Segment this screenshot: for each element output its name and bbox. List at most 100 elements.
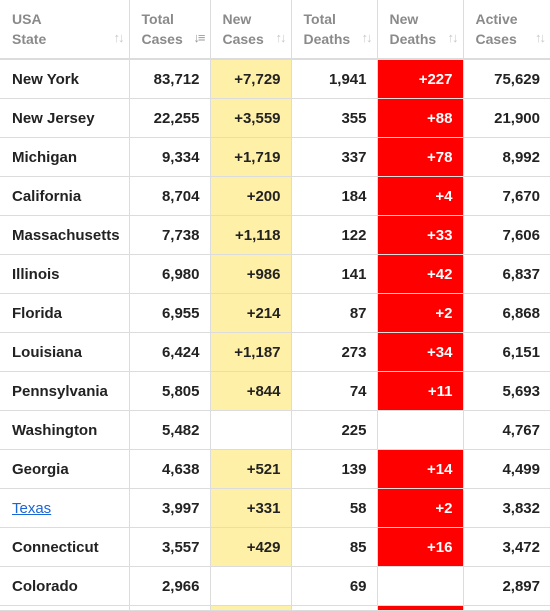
cell-state: Louisiana [0,332,130,372]
cell-state: Georgia [0,449,130,489]
cell-active-cases: 3,832 [462,488,550,528]
cell-total-cases: 83,712 [128,58,211,99]
cell-total-deaths: 122 [290,215,378,255]
cell-partial [128,605,211,611]
header-new-cases[interactable]: New Cases ↑↓ [209,0,292,60]
cell-state: Florida [0,293,130,333]
header-label-line2: Deaths [303,31,351,47]
cell-state: Pennsylvania [0,371,130,411]
table-row: Massachusetts 7,738 +1,118 122 +33 7,606 [0,215,550,255]
cell-state: New York [0,58,130,99]
sort-icon[interactable]: ↑↓ [113,30,125,45]
cell-total-cases: 6,955 [128,293,211,333]
header-state[interactable]: USA State ↑↓ [0,0,130,60]
cell-active-cases: 2,897 [462,566,550,606]
cell-state: Colorado [0,566,130,606]
table-row: Michigan 9,334 +1,719 337 +78 8,992 [0,137,550,177]
table-row: Louisiana 6,424 +1,187 273 +34 6,151 [0,332,550,372]
header-label-line2: Cases [475,31,517,47]
header-active-cases[interactable]: Active Cases ↑↓ [462,0,550,60]
sort-desc-icon[interactable]: ↓≡ [193,30,205,45]
cell-new-deaths: +33 [376,215,464,255]
cell-new-cases: +1,118 [209,215,292,255]
cell-new-deaths: +2 [376,488,464,528]
cell-active-cases: 6,837 [462,254,550,294]
cell-new-cases: +331 [209,488,292,528]
cell-total-cases: 7,738 [128,215,211,255]
table-row: New Jersey 22,255 +3,559 355 +88 21,900 [0,98,550,138]
table-row: Texas 3,997 +331 58 +2 3,832 [0,488,550,528]
header-label-line1: Active [475,11,518,27]
cell-total-cases: 22,255 [128,98,211,138]
table-row: Washington 5,482 225 4,767 [0,410,550,450]
header-total-deaths[interactable]: Total Deaths ↑↓ [290,0,378,60]
cell-state: Texas [0,488,130,528]
cell-new-cases: +1,187 [209,332,292,372]
cell-new-deaths: +78 [376,137,464,177]
cell-state: California [0,176,130,216]
sort-icon[interactable]: ↑↓ [535,30,546,45]
cell-total-deaths: 225 [290,410,378,450]
cell-active-cases: 7,606 [462,215,550,255]
cell-new-deaths: +227 [376,58,464,99]
table-row-partial [0,605,550,611]
cell-total-cases: 6,980 [128,254,211,294]
cell-total-deaths: 355 [290,98,378,138]
cell-new-cases: +1,719 [209,137,292,177]
header-label-line2: State [12,31,47,47]
cell-new-deaths: +42 [376,254,464,294]
cell-total-cases: 6,424 [128,332,211,372]
header-new-deaths[interactable]: New Deaths ↑↓ [376,0,464,60]
cell-total-deaths: 85 [290,527,378,567]
header-label-line1: New [389,11,419,27]
cell-total-cases: 3,997 [128,488,211,528]
cell-partial [462,605,550,611]
table-row: Georgia 4,638 +521 139 +14 4,499 [0,449,550,489]
table-body: New York 83,712 +7,729 1,941 +227 75,629 New J… [0,58,550,611]
table-row: Colorado 2,966 69 2,897 [0,566,550,606]
sort-icon[interactable]: ↑↓ [361,30,373,45]
table-row: Florida 6,955 +214 87 +2 6,868 [0,293,550,333]
table-row: California 8,704 +200 184 +4 7,670 [0,176,550,216]
cell-total-deaths: 87 [290,293,378,333]
cell-partial [0,605,130,611]
cell-total-deaths: 69 [290,566,378,606]
state-link-texas[interactable]: Texas [12,499,52,517]
cell-new-cases: +844 [209,371,292,411]
cell-state: Illinois [0,254,130,294]
cell-total-deaths: 141 [290,254,378,294]
cell-new-cases: +214 [209,293,292,333]
cell-active-cases: 5,693 [462,371,550,411]
cell-state: Michigan [0,137,130,177]
cell-new-cases: +986 [209,254,292,294]
header-label-line2: Cases [222,31,264,47]
header-label-line2: Deaths [389,31,437,47]
cell-active-cases: 4,499 [462,449,550,489]
cell-total-cases: 5,805 [128,371,211,411]
cell-total-cases: 3,557 [128,527,211,567]
cell-partial [209,605,292,611]
header-label-line1: New [222,11,252,27]
cell-total-deaths: 58 [290,488,378,528]
cell-new-cases [209,410,292,450]
header-label-line1: Total [303,11,336,27]
cell-total-deaths: 74 [290,371,378,411]
cell-new-cases: +429 [209,527,292,567]
cell-total-deaths: 1,941 [290,58,378,99]
cell-new-cases: +3,559 [209,98,292,138]
sort-icon[interactable]: ↑↓ [275,30,287,45]
cell-state: Connecticut [0,527,130,567]
cell-partial [376,605,464,611]
sort-icon[interactable]: ↑↓ [447,30,459,45]
cell-active-cases: 3,472 [462,527,550,567]
cell-new-cases: +200 [209,176,292,216]
cell-new-deaths [376,410,464,450]
header-total-cases[interactable]: Total Cases ↓≡ [128,0,211,60]
cell-active-cases: 6,868 [462,293,550,333]
cell-total-cases: 8,704 [128,176,211,216]
cell-new-cases [209,566,292,606]
cell-total-cases: 5,482 [128,410,211,450]
cell-state: Massachusetts [0,215,130,255]
cell-new-deaths: +34 [376,332,464,372]
